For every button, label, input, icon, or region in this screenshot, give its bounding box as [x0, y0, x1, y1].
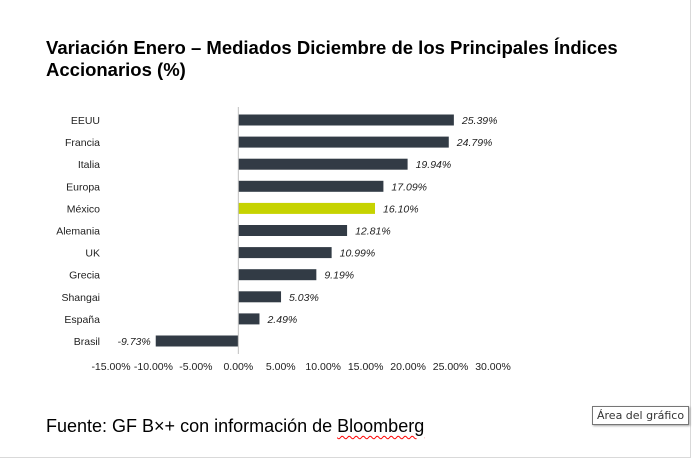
x-tick-label: 20.00% [390, 361, 426, 373]
source-note: Fuente: GF B×+ con información de Bloomb… [46, 416, 424, 437]
bar-italia [238, 158, 408, 170]
x-tick-label: -15.00% [91, 361, 130, 373]
x-tick-label: 10.00% [305, 361, 341, 373]
category-label-europa: Europa [66, 181, 100, 193]
value-label-shangai: 5.03% [289, 292, 319, 304]
category-label-brasil: Brasil [74, 336, 100, 348]
x-tick-label: -5.00% [179, 361, 212, 373]
bar-francia [238, 136, 449, 148]
value-label-italia: 19.94% [416, 159, 452, 171]
bar-alemania [238, 225, 348, 236]
bar-shangai [238, 291, 282, 303]
value-label-eeuu: 25.39% [461, 115, 498, 127]
value-label-grecia: 9.19% [324, 270, 354, 282]
bar-uk [238, 247, 332, 259]
x-tick-label: -10.00% [134, 361, 173, 373]
category-label-eeuu: EEUU [71, 115, 100, 127]
x-tick-label: 25.00% [433, 361, 469, 373]
value-label-espana: 2.49% [266, 314, 297, 326]
x-tick-label: 0.00% [223, 361, 253, 373]
category-label-mexico: México [67, 203, 100, 215]
source-bloomberg: Bloomberg [337, 416, 425, 436]
bar-espana [238, 313, 260, 325]
bar-mexico [238, 202, 376, 214]
x-tick-label: 5.00% [266, 361, 296, 373]
chart-area-tooltip: Área del gráfico [592, 406, 690, 425]
chart-title: Variación Enero – Mediados Diciembre de … [46, 37, 618, 80]
category-label-espana: España [64, 314, 100, 326]
value-label-francia: 24.79% [456, 137, 493, 149]
category-label-francia: Francia [65, 137, 100, 149]
bar-grecia [238, 269, 317, 281]
category-label-uk: UK [85, 248, 100, 260]
value-label-brasil: -9.73% [117, 336, 150, 348]
x-tick-label: 30.00% [475, 361, 511, 373]
source-prefix: Fuente: GF B×+ con información de [46, 416, 338, 436]
bar-eeuu [238, 114, 454, 126]
value-label-alemania: 12.81% [355, 226, 391, 238]
bars-layer [155, 114, 454, 347]
category-label-italia: Italia [78, 159, 100, 171]
bar-europa [238, 180, 384, 192]
category-label-grecia: Grecia [69, 270, 100, 282]
labels-layer: EEUU 25.39% Francia 24.79% Italia 19.94% Europ… [56, 115, 511, 373]
value-label-europa: 17.09% [391, 181, 427, 193]
category-label-shangai: Shangai [61, 292, 100, 304]
bar-chart[interactable]: EEUU 25.39% Francia 24.79% Italia 19.94% Europ… [0, 0, 692, 400]
value-label-mexico: 16.10% [383, 203, 419, 215]
x-tick-label: 15.00% [348, 361, 384, 373]
category-label-alemania: Alemania [56, 226, 100, 238]
bar-brasil [155, 335, 239, 347]
value-label-uk: 10.99% [340, 248, 376, 260]
